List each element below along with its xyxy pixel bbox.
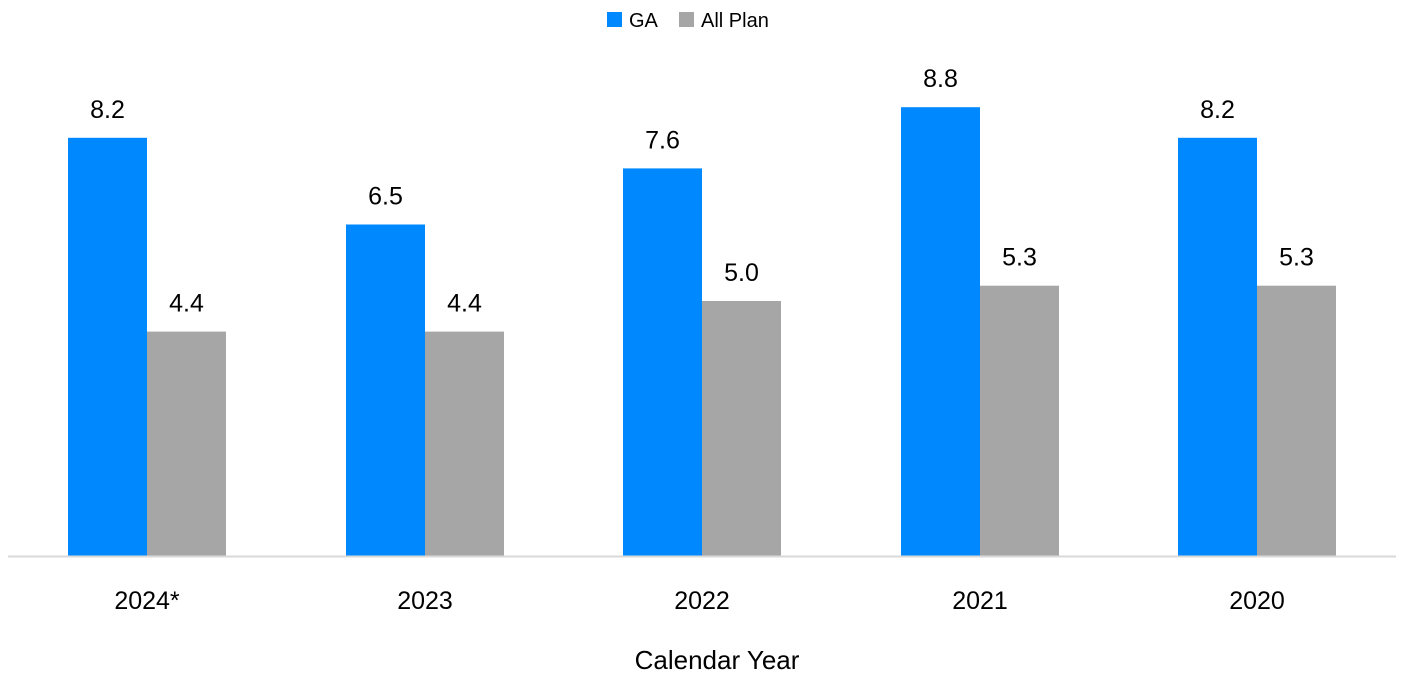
x-tick-label: 2020 [1229,587,1285,615]
data-label: 8.2 [1200,96,1235,124]
legend-label: GA [629,10,659,32]
data-label: 6.5 [368,183,403,211]
legend-label: All Plan [701,10,769,32]
bar-ga-2023 [346,224,425,556]
bar-all-plan-2020 [1257,285,1336,556]
legend-swatch-ga [607,12,622,27]
bar-ga-2021 [901,107,980,556]
data-label: 4.4 [447,290,482,318]
bar-all-plan-2021 [980,285,1059,556]
legend: GA All Plan [607,10,769,32]
x-tick-labels: 2024* 2023 2022 2021 2020 [114,587,1284,615]
x-tick-label: 2023 [397,587,453,615]
bar-ga-2022 [623,168,702,556]
data-label: 5.3 [1279,244,1314,272]
data-label: 4.4 [169,290,204,318]
bar-all-plan-2024 [147,331,226,556]
x-tick-label: 2022 [674,587,730,615]
data-label: 7.6 [645,126,680,154]
legend-swatch-all-plan [679,12,694,27]
bar-ga-2024 [68,137,147,557]
data-label: 8.2 [90,96,125,124]
x-axis-title: Calendar Year [635,645,800,673]
x-tick-label: 2024* [114,587,180,615]
bars [68,107,1336,557]
bar-ga-2020 [1178,137,1257,557]
x-tick-label: 2021 [952,587,1008,615]
bar-all-plan-2023 [425,331,504,556]
data-label: 5.0 [724,259,759,287]
data-label: 5.3 [1002,244,1037,272]
data-labels: 8.2 4.4 6.5 4.4 7.6 5.0 8.8 5.3 8.2 5.3 [90,65,1314,317]
data-label: 8.8 [923,65,958,93]
bar-all-plan-2022 [702,301,781,556]
